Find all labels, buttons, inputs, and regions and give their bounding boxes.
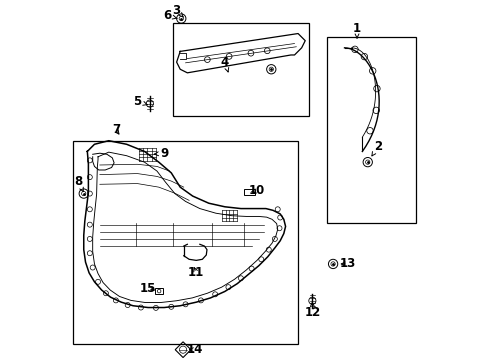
- Bar: [73, 141, 298, 344]
- Bar: [326, 37, 415, 223]
- Text: 6: 6: [163, 9, 177, 22]
- Text: 14: 14: [186, 343, 202, 356]
- Text: 11: 11: [188, 266, 204, 279]
- Text: 12: 12: [304, 302, 320, 319]
- Text: 9: 9: [154, 147, 168, 160]
- Bar: [155, 288, 163, 294]
- Bar: [244, 189, 254, 195]
- Text: 4: 4: [220, 55, 228, 72]
- Bar: [173, 23, 308, 116]
- Text: 13: 13: [339, 257, 355, 270]
- Text: 2: 2: [371, 140, 382, 156]
- Text: 5: 5: [133, 95, 147, 108]
- Text: 7: 7: [112, 123, 120, 136]
- Text: 1: 1: [352, 22, 360, 38]
- Text: 3: 3: [172, 4, 183, 17]
- Text: 15: 15: [140, 283, 156, 296]
- Text: 8: 8: [74, 175, 83, 192]
- Text: 10: 10: [248, 184, 264, 197]
